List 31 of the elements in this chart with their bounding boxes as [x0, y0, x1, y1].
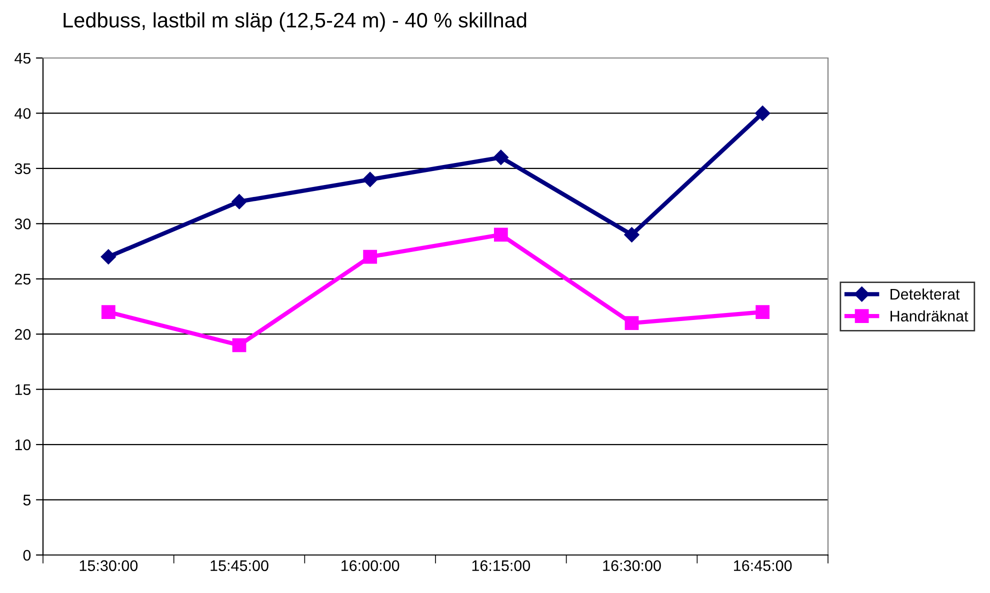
y-tick-label: 35	[14, 163, 31, 174]
x-tick-label: 16:30:00	[603, 560, 661, 572]
x-tick-label: 16:15:00	[472, 560, 530, 572]
point	[232, 194, 247, 210]
y-tick-label: 5	[23, 494, 31, 506]
point	[232, 338, 246, 352]
point	[756, 305, 770, 319]
y-tick-label: 10	[15, 439, 31, 450]
point	[101, 305, 116, 319]
y-tick-label: 0	[23, 550, 31, 561]
legend-label: Detekterat	[890, 288, 960, 300]
point	[624, 227, 640, 242]
y-tick-label: 20	[14, 328, 31, 340]
y-tick-label: 40	[14, 108, 31, 119]
point	[624, 316, 639, 330]
point	[363, 250, 378, 264]
y-tick-label: 25	[14, 274, 31, 285]
y-tick-label: 15	[15, 384, 31, 396]
point	[493, 150, 508, 165]
x-tick-label: 15:30:00	[80, 560, 138, 572]
y-tick-label: 45	[14, 53, 31, 64]
x-tick-label: 16:45:00	[734, 560, 792, 572]
x-tick-label: 16:00:00	[342, 560, 400, 572]
legend-label: Handräknat	[890, 310, 968, 322]
point	[755, 106, 770, 121]
point	[494, 228, 508, 242]
y-tick-label: 30	[14, 218, 31, 230]
chart-title: Ledbuss, lastbil m släp (12,5-24 m) - 40 % skillnad	[64, 12, 526, 32]
x-tick-label: 15:45:00	[210, 560, 268, 572]
point	[362, 172, 378, 188]
point	[100, 249, 116, 264]
